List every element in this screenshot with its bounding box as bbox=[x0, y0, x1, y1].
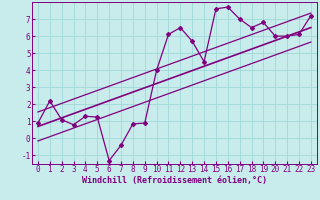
X-axis label: Windchill (Refroidissement éolien,°C): Windchill (Refroidissement éolien,°C) bbox=[82, 176, 267, 185]
